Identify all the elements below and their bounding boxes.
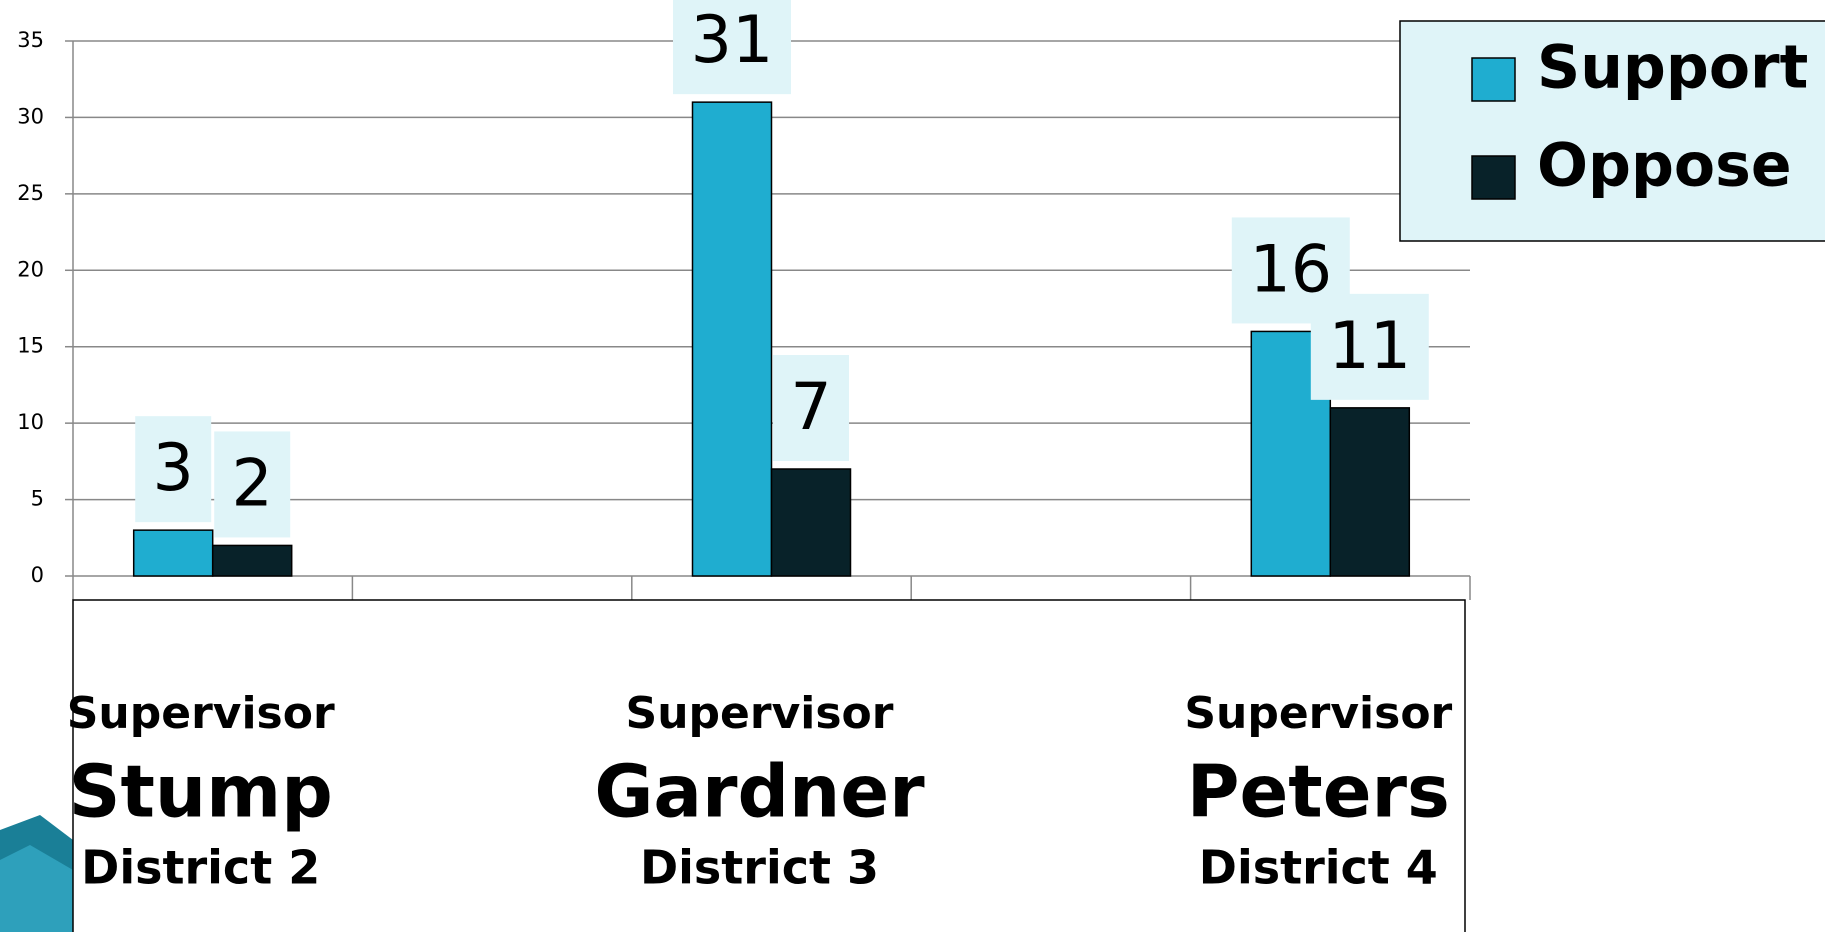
data-label: 2 <box>232 446 273 521</box>
bar <box>693 102 772 576</box>
y-tick-label: 15 <box>17 334 44 358</box>
x-tick-label: Supervisor <box>626 688 894 739</box>
y-tick-label: 0 <box>31 563 44 587</box>
data-label: 31 <box>691 3 774 78</box>
x-tick-label: District 2 <box>81 841 320 895</box>
y-tick-label: 10 <box>17 410 44 434</box>
y-tick-label: 25 <box>17 181 44 205</box>
bar <box>213 545 292 576</box>
bar <box>1330 408 1409 576</box>
y-tick-label: 20 <box>17 257 44 281</box>
legend-label: Oppose <box>1537 131 1792 201</box>
legend-swatch <box>1472 58 1515 101</box>
data-label: 11 <box>1328 309 1411 384</box>
y-tick-label: 5 <box>31 487 44 511</box>
x-tick-label: Gardner <box>594 750 925 834</box>
legend-swatch <box>1472 156 1515 199</box>
y-tick-label: 35 <box>17 28 44 52</box>
x-tick-label: District 4 <box>1199 841 1438 895</box>
legend-label: Support <box>1537 33 1808 103</box>
bar <box>134 530 213 576</box>
x-tick-label: Supervisor <box>1184 688 1452 739</box>
bar <box>772 469 851 576</box>
x-tick-label: Stump <box>69 750 333 834</box>
chart: 0 5 10 15 20 25 30 35 Supervisor Stump District 2 3… <box>0 0 1825 932</box>
data-label: 3 <box>153 431 194 506</box>
x-tick-label: District 3 <box>640 841 879 895</box>
data-label: 7 <box>790 370 831 445</box>
x-tick-label: Supervisor <box>67 688 335 739</box>
y-tick-label: 30 <box>17 104 44 128</box>
x-tick-label: Peters <box>1187 750 1450 834</box>
